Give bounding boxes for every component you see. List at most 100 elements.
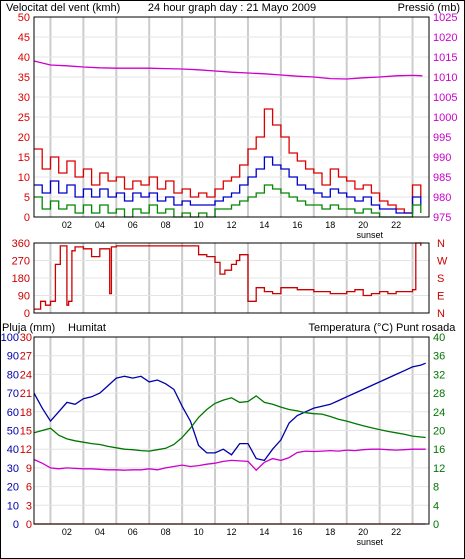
humidity-y-tick-label: 60 [7,407,19,419]
climate-x-tick-label: 18 [325,527,335,537]
temperature-y-tick-label: 32 [433,369,445,381]
temperature-y-tick-label: 16 [433,444,445,456]
wind-y-tick-label: 35 [18,72,30,84]
wind-x-tick-label: 16 [292,220,302,230]
humidity-y-tick-label: 40 [7,444,19,456]
wind-x-tick-label: 02 [62,220,72,230]
wind-x-tick-label: 14 [259,220,269,230]
wind-x-tick-label: 12 [226,220,236,230]
climate-x-tick-label: 10 [194,527,204,537]
rain-y-tick-label: 18 [20,407,32,419]
climate-x-tick-label: 14 [259,527,269,537]
humidity-y-tick-label: 90 [7,351,19,363]
climate-x-tick-label: 08 [161,527,171,537]
direction-y-tick-label: 90 [18,291,30,303]
temperature-y-tick-label: 12 [433,463,445,475]
compass-label: E [437,291,444,303]
temperature-series-line [33,395,426,452]
pressure-y-tick-label: 975 [433,212,451,224]
compass-label: W [437,256,448,268]
climate-frame [33,336,430,525]
pressure-y-tick-label: 1010 [433,72,457,84]
wind-x-tick-label: 04 [95,220,105,230]
climate-x-tick-label: 06 [128,527,138,537]
dewpoint-title: Punt rosada [396,322,456,334]
wind-frame [33,16,430,218]
temperature-y-tick-label: 4 [433,500,439,512]
rain-title: Pluja (mm) [2,322,55,334]
wind-x-tick-label: 06 [128,220,138,230]
temperature-y-tick-label: 8 [433,482,439,494]
pressure-y-tick-label: 1005 [433,92,457,104]
pressure-y-tick-label: 985 [433,172,451,184]
temperature-y-tick-label: 20 [433,426,445,438]
humidity-y-tick-label: 50 [7,426,19,438]
wind-y-tick-label: 40 [18,52,30,64]
climate-sunset-label: sunset [356,537,383,547]
rain-y-tick-label: 21 [20,388,32,400]
humidity-y-tick-label: 100 [1,332,19,344]
wind_avg-series-line [34,156,422,214]
climate-x-tick-label: 12 [226,527,236,537]
climate-x-tick-label: 20 [358,527,368,537]
humidity-title: Humitat [68,322,106,334]
wind-y-tick-label: 20 [18,132,30,144]
wind-sunset-label: sunset [356,230,383,240]
wind-x-tick-label: 08 [161,220,171,230]
wind-x-tick-label: 22 [391,220,401,230]
rain-y-tick-label: 30 [20,332,32,344]
pressure-series-line [33,60,423,80]
temperature-title: Temperatura (°C) [309,322,393,334]
dewpoint-series-line [33,448,426,472]
wind-y-tick-label: 5 [24,192,30,204]
pressure-title: Pressió (mb) [398,2,460,14]
compass-label: N [437,308,445,320]
pressure-y-tick-label: 990 [433,152,451,164]
wind-speed-title: Velocitat del vent (kmh) [6,2,120,14]
wind_min-series-line [34,184,422,218]
rain-y-tick-label: 12 [20,444,32,456]
rain-y-tick-label: 15 [20,426,32,438]
direction-y-tick-label: 270 [12,256,30,268]
climate-x-tick-label: 02 [62,527,72,537]
humidity-y-tick-label: 80 [7,369,19,381]
climate-x-tick-label: 22 [391,527,401,537]
direction-y-tick-label: 360 [12,238,30,250]
climate-x-tick-label: 04 [95,527,105,537]
compass-label: S [437,273,444,285]
wind-x-tick-label: 10 [194,220,204,230]
temperature-y-tick-label: 36 [433,351,445,363]
humidity-y-tick-label: 20 [7,482,19,494]
humidity-y-tick-label: 70 [7,388,19,400]
wind-y-tick-label: 25 [18,112,30,124]
graph-day-title: 24 hour graph day : 21 Mayo 2009 [148,2,316,14]
compass-label: N [437,238,445,250]
pressure-y-tick-label: 980 [433,192,451,204]
humidity-y-tick-label: 10 [7,500,19,512]
wind_gust-series-line [34,108,422,214]
wind_direction-series-line [34,242,422,310]
rain-y-tick-label: 0 [26,519,32,531]
direction-y-tick-label: 180 [12,273,30,285]
climate-x-tick-label: 16 [292,527,302,537]
humidity-series-line [33,362,426,462]
pressure-y-tick-label: 1020 [433,32,457,44]
pressure-y-tick-label: 1000 [433,112,457,124]
wind-y-tick-label: 0 [24,212,30,224]
rain-y-tick-label: 6 [26,482,32,494]
temperature-y-tick-label: 0 [433,519,439,531]
pressure-y-tick-label: 1015 [433,52,457,64]
rain-y-tick-label: 27 [20,351,32,363]
pressure-y-tick-label: 1025 [433,12,457,24]
pressure-y-tick-label: 995 [433,132,451,144]
temperature-y-tick-label: 24 [433,407,445,419]
temperature-y-tick-label: 28 [433,388,445,400]
wind-y-tick-label: 15 [18,152,30,164]
wind-y-tick-label: 50 [18,12,30,24]
direction-frame [33,242,430,314]
wind-y-tick-label: 10 [18,172,30,184]
rain-y-tick-label: 24 [20,369,32,381]
wind-y-tick-label: 45 [18,32,30,44]
